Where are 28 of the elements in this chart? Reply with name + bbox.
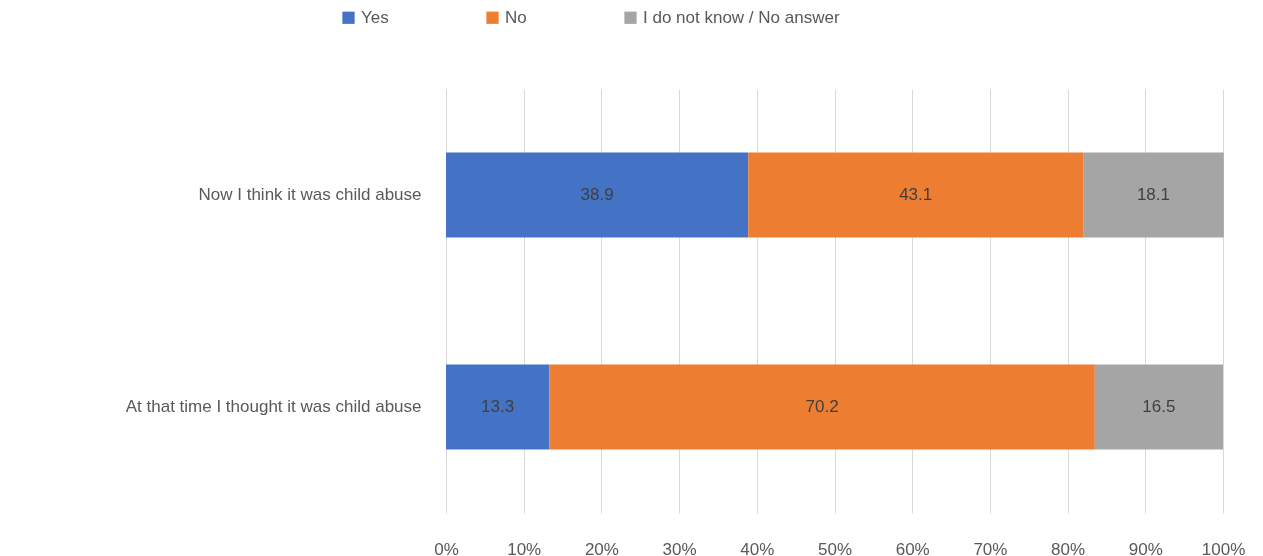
bar xyxy=(446,152,749,238)
bar xyxy=(748,152,1084,238)
x-tick-label: 10% xyxy=(507,539,542,556)
data-label: 18.1 xyxy=(1136,185,1171,204)
x-tick-label: 0% xyxy=(434,539,459,556)
y-tick-label: At that time I thought it was child abuse xyxy=(125,397,422,416)
legend-label: No xyxy=(505,7,527,27)
data-label: 38.9 xyxy=(580,185,614,204)
x-tick-label: 100% xyxy=(1201,539,1246,556)
x-tick-label: 80% xyxy=(1051,539,1086,556)
bar xyxy=(446,364,550,450)
x-tick-label: 60% xyxy=(895,539,930,556)
x-tick-label: 70% xyxy=(973,539,1008,556)
y-tick-label: Now I think it was child abuse xyxy=(198,185,422,204)
x-tick-label: 40% xyxy=(740,539,775,556)
x-tick-label: 30% xyxy=(662,539,697,556)
x-tick-label: 50% xyxy=(817,539,853,556)
data-label: 70.2 xyxy=(805,397,839,416)
data-label: 43.1 xyxy=(899,185,933,204)
x-tick-label: 90% xyxy=(1128,539,1163,556)
legend-label: Yes xyxy=(361,7,389,27)
bar xyxy=(549,364,1095,450)
data-label: 16.5 xyxy=(1142,397,1176,416)
bar xyxy=(1083,152,1224,238)
data-label: 13.3 xyxy=(481,397,515,416)
legend-label: I do not know / No answer xyxy=(643,7,840,27)
x-tick-label: 20% xyxy=(584,539,619,556)
bar xyxy=(1094,364,1223,450)
